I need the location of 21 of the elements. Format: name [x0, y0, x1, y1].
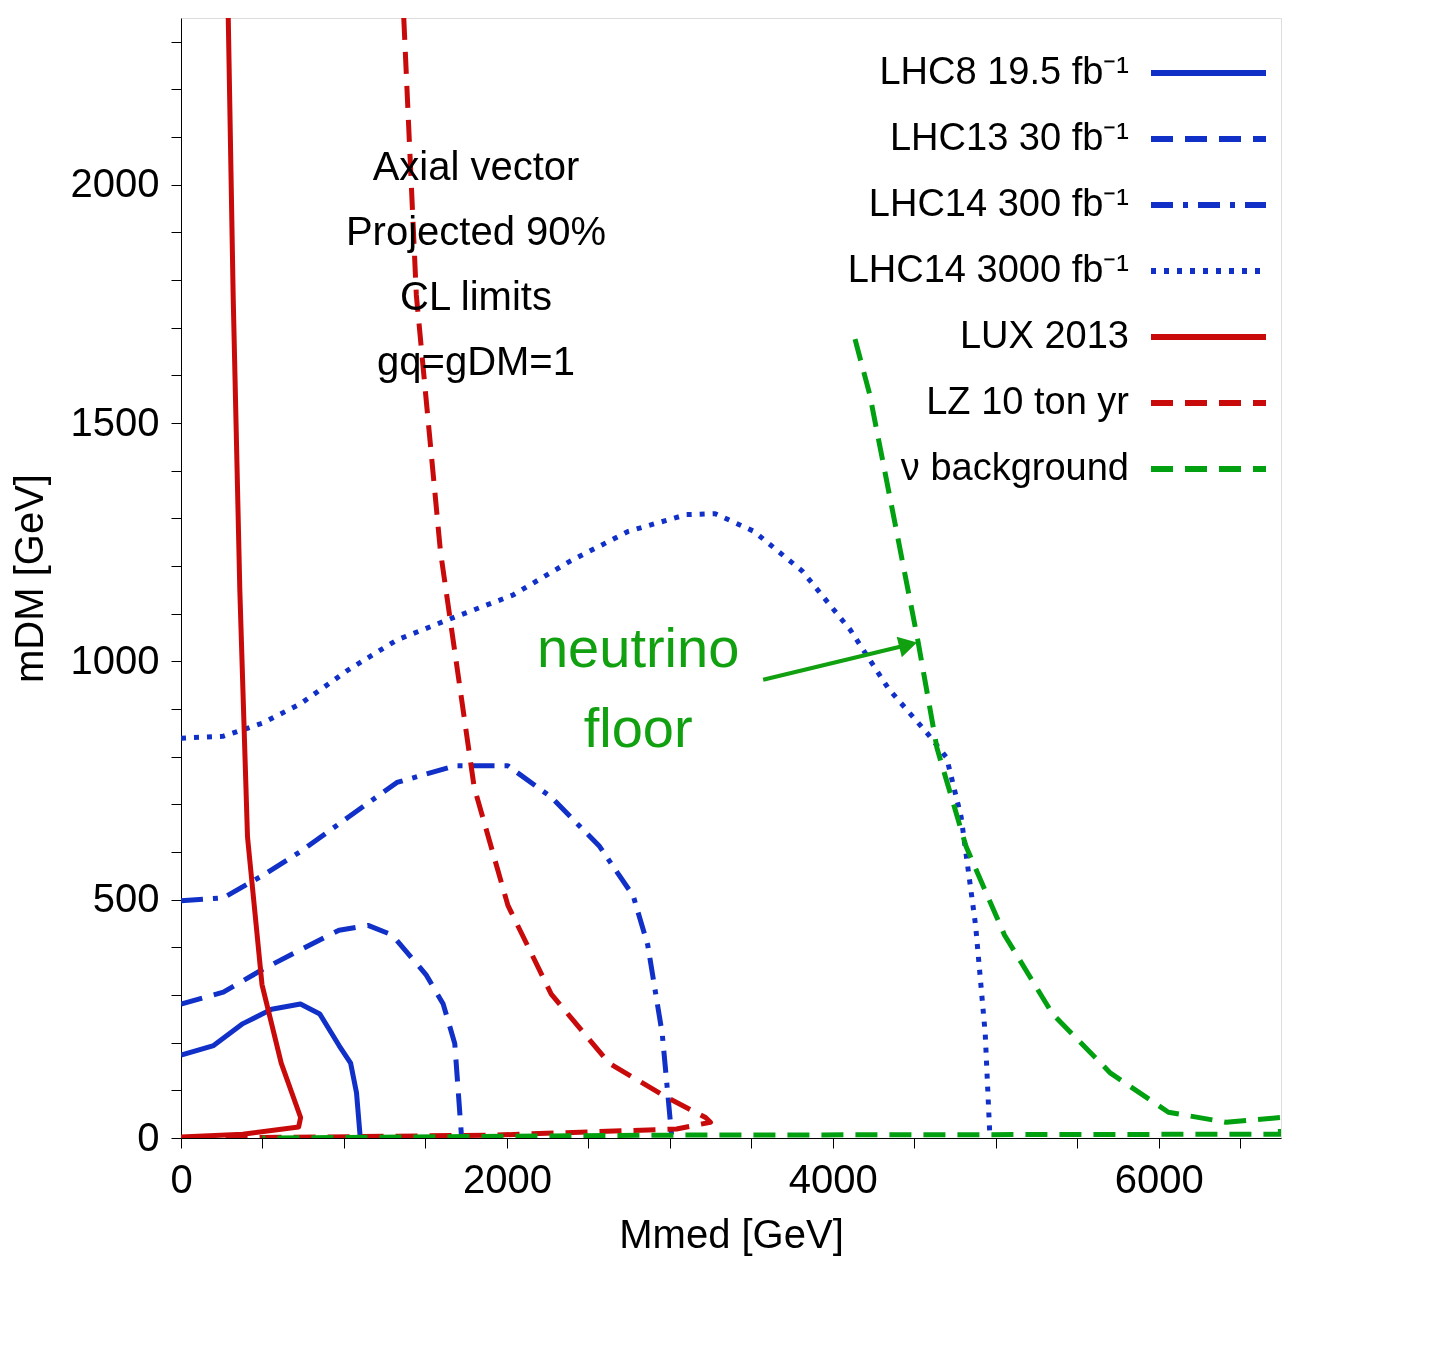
- legend-label: LZ 10 ton yr: [926, 380, 1130, 422]
- annotation: CL limits: [400, 274, 552, 318]
- legend-label: LHC13 30 fb⁻¹: [889, 116, 1129, 158]
- annotation: neutrino floor: [536, 615, 740, 759]
- x-axis-title: Mmed [GeV]: [619, 1211, 844, 1256]
- annotation: gq=gDM=1: [377, 339, 575, 383]
- x-tick-label: 4000: [788, 1156, 878, 1201]
- x-tick-label: 2000: [462, 1156, 552, 1201]
- y-tick-label: 2000: [70, 161, 160, 206]
- y-tick-label: 0: [137, 1114, 160, 1159]
- y-tick-label: 1500: [70, 399, 160, 444]
- x-tick-label: 6000: [1114, 1156, 1204, 1201]
- legend-label: LHC14 300 fb⁻¹: [868, 182, 1129, 224]
- x-tick-label: 0: [170, 1156, 193, 1201]
- y-tick-label: 500: [92, 876, 160, 921]
- y-tick-label: 1000: [70, 637, 160, 682]
- legend-label: LHC8 19.5 fb⁻¹: [879, 50, 1129, 92]
- y-axis-title: mDM [GeV]: [6, 474, 51, 683]
- legend-label: ν background: [900, 446, 1129, 488]
- legend-label: LHC14 3000 fb⁻¹: [847, 248, 1129, 290]
- legend-label: LUX 2013: [959, 314, 1129, 356]
